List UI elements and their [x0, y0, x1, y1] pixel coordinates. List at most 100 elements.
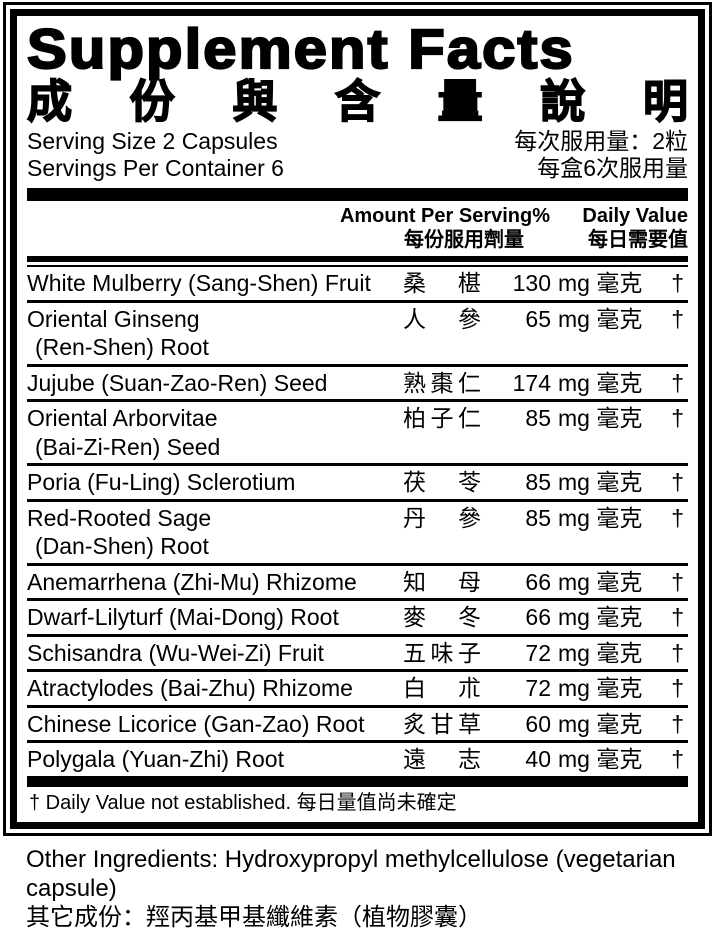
title-character: 量: [437, 76, 484, 127]
serving-size-zh: 每次服用量：2粒: [514, 127, 688, 154]
servings-per-container-zh: 每盒6次服用量: [537, 155, 688, 182]
ingredient-name-chinese: 丹參: [403, 504, 481, 533]
amount-cell: 85 mg 毫克: [489, 504, 654, 533]
ingredient-name-line1: Red-Rooted Sage: [27, 504, 212, 531]
ingredient-name: Dwarf-Lilyturf (Mai-Dong) Root: [27, 603, 403, 632]
daily-value-dagger: †: [671, 639, 684, 666]
other-ingredients-section: Other Ingredients: Hydroxypropyl methylc…: [26, 845, 715, 933]
amount-cell: 72 mg 毫克: [489, 639, 654, 668]
ingredient-name-chinese: 知母: [403, 568, 481, 597]
chinese-character: 椹: [458, 269, 481, 296]
amount-cell: 85 mg 毫克: [489, 468, 654, 497]
chinese-character: 遠: [403, 746, 426, 773]
ingredient-name-line2: (Ren-Shen) Root: [35, 334, 209, 361]
title-character: 說: [540, 76, 587, 127]
chinese-character: 桑: [403, 269, 426, 296]
ingredient-name: Oriental Arborvitae (Bai-Zi-Ren) Seed: [27, 404, 403, 461]
chinese-character: 熟: [403, 369, 426, 396]
chinese-character: 炙: [403, 710, 426, 737]
ingredient-table: White Mulberry (Sang-Shen) Fruit 桑 椹 130 mg …: [27, 267, 688, 776]
daily-value-dagger: †: [671, 405, 684, 432]
amount-value: 60: [525, 710, 551, 737]
chinese-character: 知: [403, 568, 426, 595]
ingredient-name-line2: (Bai-Zi-Ren) Seed: [35, 433, 221, 460]
amount-value: 66: [525, 604, 551, 631]
chinese-character: 朮: [458, 675, 481, 702]
daily-value-footnote: † Daily Value not established. 每日量值尚未確定: [29, 791, 457, 814]
ingredient-name: Jujube (Suan-Zao-Ren) Seed: [27, 369, 403, 398]
footnote-separator-bar: [27, 775, 688, 787]
amount-value: 174: [512, 369, 551, 396]
ingredient-name-line1: Poria (Fu-Ling) Sclerotium: [27, 469, 296, 496]
amount-value: 85: [525, 469, 551, 496]
amount-unit: mg 毫克: [558, 604, 643, 631]
other-ingredients-en: Other Ingredients: Hydroxypropyl methylc…: [26, 845, 676, 902]
ingredient-name: Atractylodes (Bai-Zhu) Rhizome: [27, 674, 403, 703]
ingredient-name-line1: Polygala (Yuan-Zhi) Root: [27, 746, 284, 773]
ingredient-name-line1: White Mulberry (Sang-Shen) Fruit: [27, 269, 371, 296]
amount-value: 72: [525, 675, 551, 702]
daily-value-dagger: †: [671, 269, 684, 296]
ingredient-name-chinese: 熟棗仁: [403, 369, 481, 398]
amount-unit: mg 毫克: [558, 710, 643, 737]
amount-unit: mg 毫克: [558, 269, 643, 296]
ingredient-name-line1: Anemarrhena (Zhi-Mu) Rhizome: [27, 568, 357, 595]
chinese-character: 苓: [458, 469, 481, 496]
ingredient-name-chinese: 茯苓: [403, 468, 481, 497]
ingredient-name: White Mulberry (Sang-Shen) Fruit: [27, 269, 403, 298]
supplement-facts-inner: Supplement Facts 成 份 與 含 量 說 明 Serving Size 2 …: [10, 9, 705, 829]
daily-value-header: Daily Value: [582, 204, 688, 227]
serving-size-en: Serving Size 2 Capsules: [27, 127, 278, 154]
amount-cell: 174 mg 毫克: [489, 369, 654, 398]
amount-value: 72: [525, 639, 551, 666]
serving-size-line: Serving Size 2 Capsules 每次服用量：2粒: [27, 128, 688, 156]
daily-value-dagger: †: [671, 710, 684, 737]
amount-value: 85: [525, 405, 551, 432]
daily-value-header-zh: 每日需要值: [588, 228, 688, 251]
servings-per-container-en: Servings Per Container 6: [27, 155, 284, 182]
amount-value: 66: [525, 568, 551, 595]
title-character: 份: [129, 76, 176, 127]
ingredient-row: Polygala (Yuan-Zhi) Root 遠志 40 mg 毫克 †: [27, 740, 688, 776]
daily-value-dagger: †: [671, 604, 684, 631]
amount-unit: mg 毫克: [558, 568, 643, 595]
column-headers-chinese: 每份服用劑量 每日需要值: [27, 228, 688, 252]
title-character: 含: [334, 76, 381, 127]
amount-value: 130: [512, 269, 551, 296]
chinese-character: 丹: [403, 504, 426, 531]
amount-value: 85: [525, 504, 551, 531]
chinese-character: 草: [458, 710, 481, 737]
ingredient-row: Oriental Ginseng (Ren-Shen) Root 人參 65 mg 毫克…: [27, 299, 688, 364]
ingredient-name-line1: Dwarf-Lilyturf (Mai-Dong) Root: [27, 604, 339, 631]
amount-unit: mg 毫克: [558, 639, 643, 666]
ingredient-row: Oriental Arborvitae (Bai-Zi-Ren) Seed 柏子仁 8…: [27, 399, 688, 463]
title-character: 與: [232, 76, 279, 127]
amount-unit: mg 毫克: [558, 305, 643, 332]
chinese-character: 味: [430, 639, 454, 666]
amount-unit: mg 毫克: [558, 675, 643, 702]
chinese-character: 子: [430, 405, 454, 432]
amount-per-serving-header-zh: 每份服用劑量: [404, 228, 524, 251]
chinese-character: 柏: [403, 405, 426, 432]
ingredient-name-line1: Chinese Licorice (Gan-Zao) Root: [27, 710, 365, 737]
ingredient-name: Schisandra (Wu-Wei-Zi) Fruit: [27, 639, 403, 668]
ingredient-row: Dwarf-Lilyturf (Mai-Dong) Root 麥冬 66 mg 毫克 †: [27, 598, 688, 634]
amount-cell: 60 mg 毫克: [489, 710, 654, 739]
amount-unit: mg 毫克: [558, 405, 643, 432]
ingredient-row: Red-Rooted Sage (Dan-Shen) Root 丹參 85 mg 毫克 †: [27, 498, 688, 563]
amount-unit: mg 毫克: [558, 746, 643, 773]
chinese-character: 志: [458, 746, 481, 773]
chinese-character: 仁: [458, 405, 481, 432]
ingredient-name: Chinese Licorice (Gan-Zao) Root: [27, 710, 403, 739]
ingredient-name-line1: Oriental Arborvitae: [27, 405, 218, 432]
daily-value-dagger: †: [671, 369, 684, 396]
ingredient-name: Anemarrhena (Zhi-Mu) Rhizome: [27, 568, 403, 597]
amount-unit: mg 毫克: [558, 504, 643, 531]
ingredient-row: Anemarrhena (Zhi-Mu) Rhizome 知母 66 mg 毫克 †: [27, 562, 688, 599]
ingredient-name-line2: (Dan-Shen) Root: [35, 533, 209, 560]
ingredient-name-chinese: 白朮: [403, 674, 481, 703]
amount-cell: 72 mg 毫克: [489, 674, 654, 703]
column-headers-english: Amount Per Serving% Daily Value: [27, 204, 688, 228]
chinese-character: 冬: [458, 604, 481, 631]
ingredient-name-chinese: 炙甘草: [403, 710, 481, 739]
